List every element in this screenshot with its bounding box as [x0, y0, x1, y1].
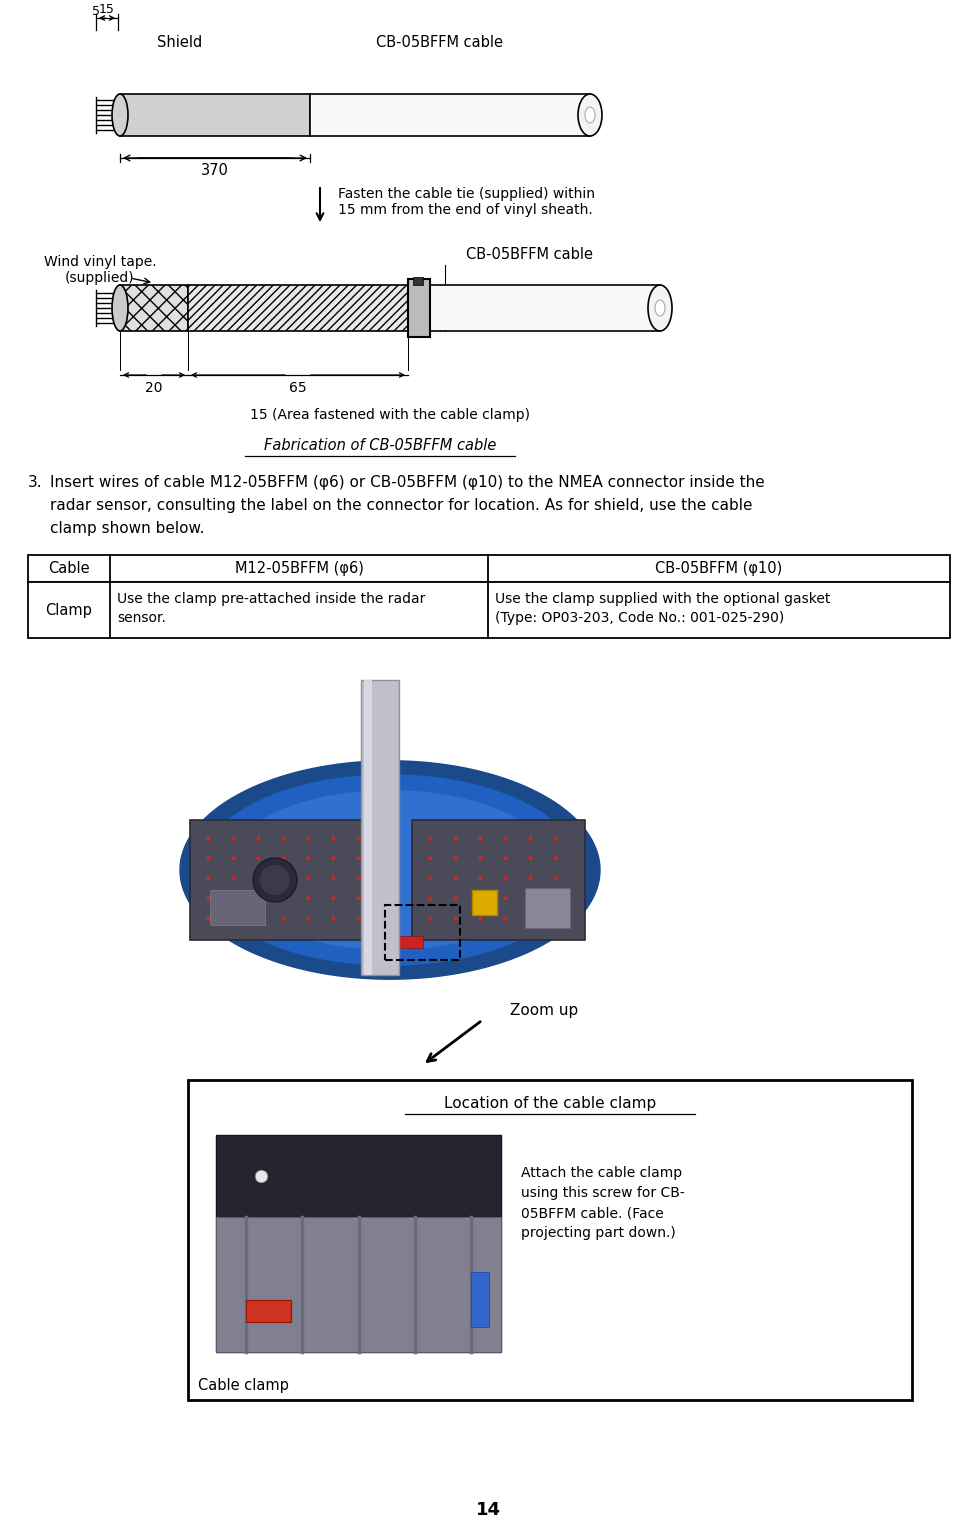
- Bar: [216, 1135, 501, 1352]
- Bar: [430, 284, 660, 330]
- Ellipse shape: [648, 284, 672, 330]
- Text: Use the clamp supplied with the optional gasket: Use the clamp supplied with the optional…: [495, 592, 830, 605]
- Text: Fabrication of CB-05BFFM cable: Fabrication of CB-05BFFM cable: [264, 437, 496, 453]
- Text: 5: 5: [92, 5, 100, 18]
- Bar: [216, 1135, 501, 1217]
- Bar: [216, 1217, 501, 1352]
- Ellipse shape: [253, 858, 297, 902]
- Bar: [210, 890, 265, 925]
- Ellipse shape: [260, 865, 290, 894]
- Bar: [120, 93, 310, 136]
- Ellipse shape: [585, 107, 595, 122]
- Bar: [28, 555, 950, 583]
- Bar: [413, 277, 423, 284]
- Bar: [385, 905, 460, 960]
- Bar: [120, 284, 188, 330]
- Text: 370: 370: [201, 164, 229, 177]
- Bar: [310, 93, 590, 136]
- Bar: [28, 583, 950, 638]
- Ellipse shape: [655, 300, 665, 317]
- Text: clamp shown below.: clamp shown below.: [50, 521, 204, 537]
- Text: Attach the cable clamp: Attach the cable clamp: [521, 1167, 682, 1180]
- Bar: [525, 888, 570, 928]
- Bar: [210, 890, 265, 925]
- Ellipse shape: [578, 93, 602, 136]
- Text: Location of the cable clamp: Location of the cable clamp: [444, 1096, 657, 1112]
- Text: Clamp: Clamp: [46, 602, 93, 618]
- Text: projecting part down.): projecting part down.): [521, 1226, 676, 1240]
- Polygon shape: [225, 790, 555, 950]
- Bar: [188, 1079, 912, 1401]
- Polygon shape: [200, 775, 580, 965]
- Bar: [361, 680, 399, 976]
- Bar: [190, 820, 368, 940]
- Bar: [472, 890, 497, 914]
- Text: radar sensor, consulting the label on the connector for location. As for shield,: radar sensor, consulting the label on th…: [50, 498, 752, 514]
- Text: sensor.: sensor.: [117, 612, 166, 625]
- Text: using this screw for CB-: using this screw for CB-: [521, 1187, 685, 1200]
- Bar: [246, 1300, 291, 1323]
- Text: 15 (Area fastened with the cable clamp): 15 (Area fastened with the cable clamp): [250, 408, 530, 422]
- Text: 20: 20: [146, 381, 163, 394]
- Bar: [393, 936, 423, 948]
- Text: Cable clamp: Cable clamp: [198, 1378, 289, 1393]
- Text: Zoom up: Zoom up: [510, 1003, 578, 1017]
- Text: Fasten the cable tie (supplied) within
15 mm from the end of vinyl sheath.: Fasten the cable tie (supplied) within 1…: [338, 187, 595, 217]
- Text: (Type: OP03-203, Code No.: 001-025-290): (Type: OP03-203, Code No.: 001-025-290): [495, 612, 785, 625]
- Bar: [408, 278, 430, 336]
- Bar: [471, 1272, 489, 1327]
- Text: Shield: Shield: [157, 35, 202, 50]
- Bar: [412, 820, 585, 940]
- Text: 65: 65: [289, 381, 307, 394]
- Text: Wind vinyl tape.
(supplied): Wind vinyl tape. (supplied): [44, 255, 156, 286]
- Ellipse shape: [112, 284, 128, 330]
- Text: M12-05BFFM (φ6): M12-05BFFM (φ6): [234, 561, 363, 576]
- Text: 15: 15: [99, 3, 115, 15]
- Text: Insert wires of cable M12-05BFFM (φ6) or CB-05BFFM (φ10) to the NMEA connector i: Insert wires of cable M12-05BFFM (φ6) or…: [50, 476, 765, 489]
- Text: CB-05BFFM cable: CB-05BFFM cable: [466, 248, 593, 261]
- Bar: [188, 284, 408, 330]
- Text: Cable: Cable: [48, 561, 90, 576]
- Text: 3.: 3.: [28, 476, 43, 489]
- Text: CB-05BFFM cable: CB-05BFFM cable: [376, 35, 503, 50]
- Text: 14: 14: [476, 1501, 500, 1518]
- Ellipse shape: [112, 93, 128, 136]
- Text: 05BFFM cable. (Face: 05BFFM cable. (Face: [521, 1206, 663, 1220]
- Bar: [364, 680, 372, 976]
- Polygon shape: [180, 761, 600, 979]
- Text: Use the clamp pre-attached inside the radar: Use the clamp pre-attached inside the ra…: [117, 592, 425, 605]
- Text: CB-05BFFM (φ10): CB-05BFFM (φ10): [656, 561, 783, 576]
